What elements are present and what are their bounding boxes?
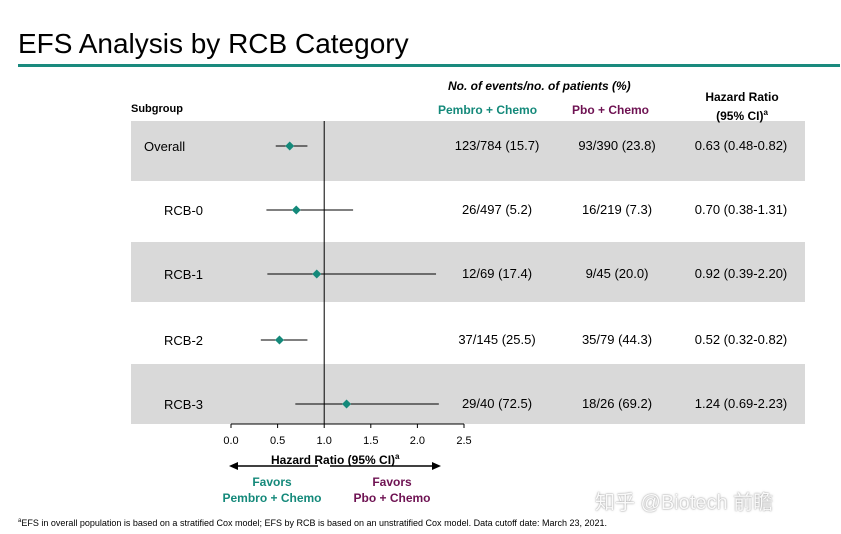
x-tick-label: 0.0	[223, 435, 238, 447]
favors-left-line1: Favors	[252, 475, 292, 489]
hr-header: Hazard Ratio (95% CI)a	[697, 89, 787, 124]
hr-ci-value: 1.24 (0.69-2.23)	[694, 396, 788, 411]
group2-value: 9/45 (20.0)	[585, 266, 649, 281]
favors-left-arrowhead	[229, 462, 238, 470]
favors-left-line2: Pembro + Chemo	[222, 491, 322, 505]
title-divider	[18, 64, 840, 67]
group1-value: 37/145 (25.5)	[458, 332, 536, 347]
row-label: RCB-1	[164, 267, 204, 282]
group1-header: Pembro + Chemo	[438, 103, 538, 117]
favors-right-label: Favors Pbo + Chemo	[340, 474, 444, 506]
x-tick-label: 1.5	[363, 435, 378, 447]
hr-ci-value: 0.63 (0.48-0.82)	[694, 138, 788, 153]
group2-value: 16/219 (7.3)	[581, 202, 653, 217]
group2-header: Pbo + Chemo	[572, 103, 650, 117]
x-axis-label-text: Hazard Ratio (95% CI)	[271, 453, 396, 467]
group2-value: 93/390 (23.8)	[578, 138, 656, 153]
row-label: Overall	[144, 139, 186, 154]
hr-point-marker	[285, 141, 295, 151]
hr-ci-value: 0.52 (0.32-0.82)	[694, 332, 788, 347]
footnote: aEFS in overall population is based on a…	[18, 518, 607, 528]
hr-point-marker	[312, 269, 322, 279]
footnote-text: EFS in overall population is based on a …	[21, 518, 607, 528]
group2-value: 18/26 (69.2)	[581, 396, 653, 411]
footnote-sup: a	[18, 518, 22, 524]
x-tick-label: 0.5	[270, 435, 285, 447]
favors-left-label: Favors Pembro + Chemo	[200, 474, 344, 506]
x-axis-label: Hazard Ratio (95% CI)a	[271, 452, 399, 467]
group1-value: 123/784 (15.7)	[454, 138, 540, 153]
events-header: No. of events/no. of patients (%)	[448, 79, 631, 93]
hr-header-line2: (95% CI)	[716, 109, 764, 123]
favors-right-line2: Pbo + Chemo	[353, 491, 431, 505]
favors-right-arrowhead	[432, 462, 441, 470]
x-tick-label: 2.5	[456, 435, 471, 447]
group1-value: 26/497 (5.2)	[461, 202, 533, 217]
group1-value: 12/69 (17.4)	[461, 266, 533, 281]
group1-value: 29/40 (72.5)	[461, 396, 533, 411]
hr-header-line1: Hazard Ratio	[705, 90, 779, 104]
x-axis-label-sup: a	[395, 452, 400, 461]
hr-header-sup: a	[763, 108, 768, 117]
row-band-rcb3	[131, 364, 805, 424]
hr-ci-value: 0.92 (0.39-2.20)	[694, 266, 788, 281]
row-band-overall	[131, 121, 805, 181]
x-tick-label: 1.0	[317, 435, 332, 447]
x-tick-label: 2.0	[410, 435, 425, 447]
row-label: RCB-2	[164, 333, 204, 348]
row-label: RCB-0	[164, 203, 204, 218]
subgroup-header: Subgroup	[131, 103, 183, 115]
row-label: RCB-3	[164, 397, 204, 412]
hr-point-marker	[342, 399, 352, 409]
row-band-rcb1	[131, 242, 805, 302]
watermark-text: 知乎 @Biotech 前瞻	[595, 492, 774, 514]
hr-point-marker	[291, 205, 301, 215]
page-title: EFS Analysis by RCB Category	[18, 28, 409, 59]
hr-point-marker	[274, 335, 284, 345]
group2-value: 35/79 (44.3)	[581, 332, 653, 347]
hr-ci-value: 0.70 (0.38-1.31)	[694, 202, 788, 217]
favors-right-line1: Favors	[372, 475, 412, 489]
